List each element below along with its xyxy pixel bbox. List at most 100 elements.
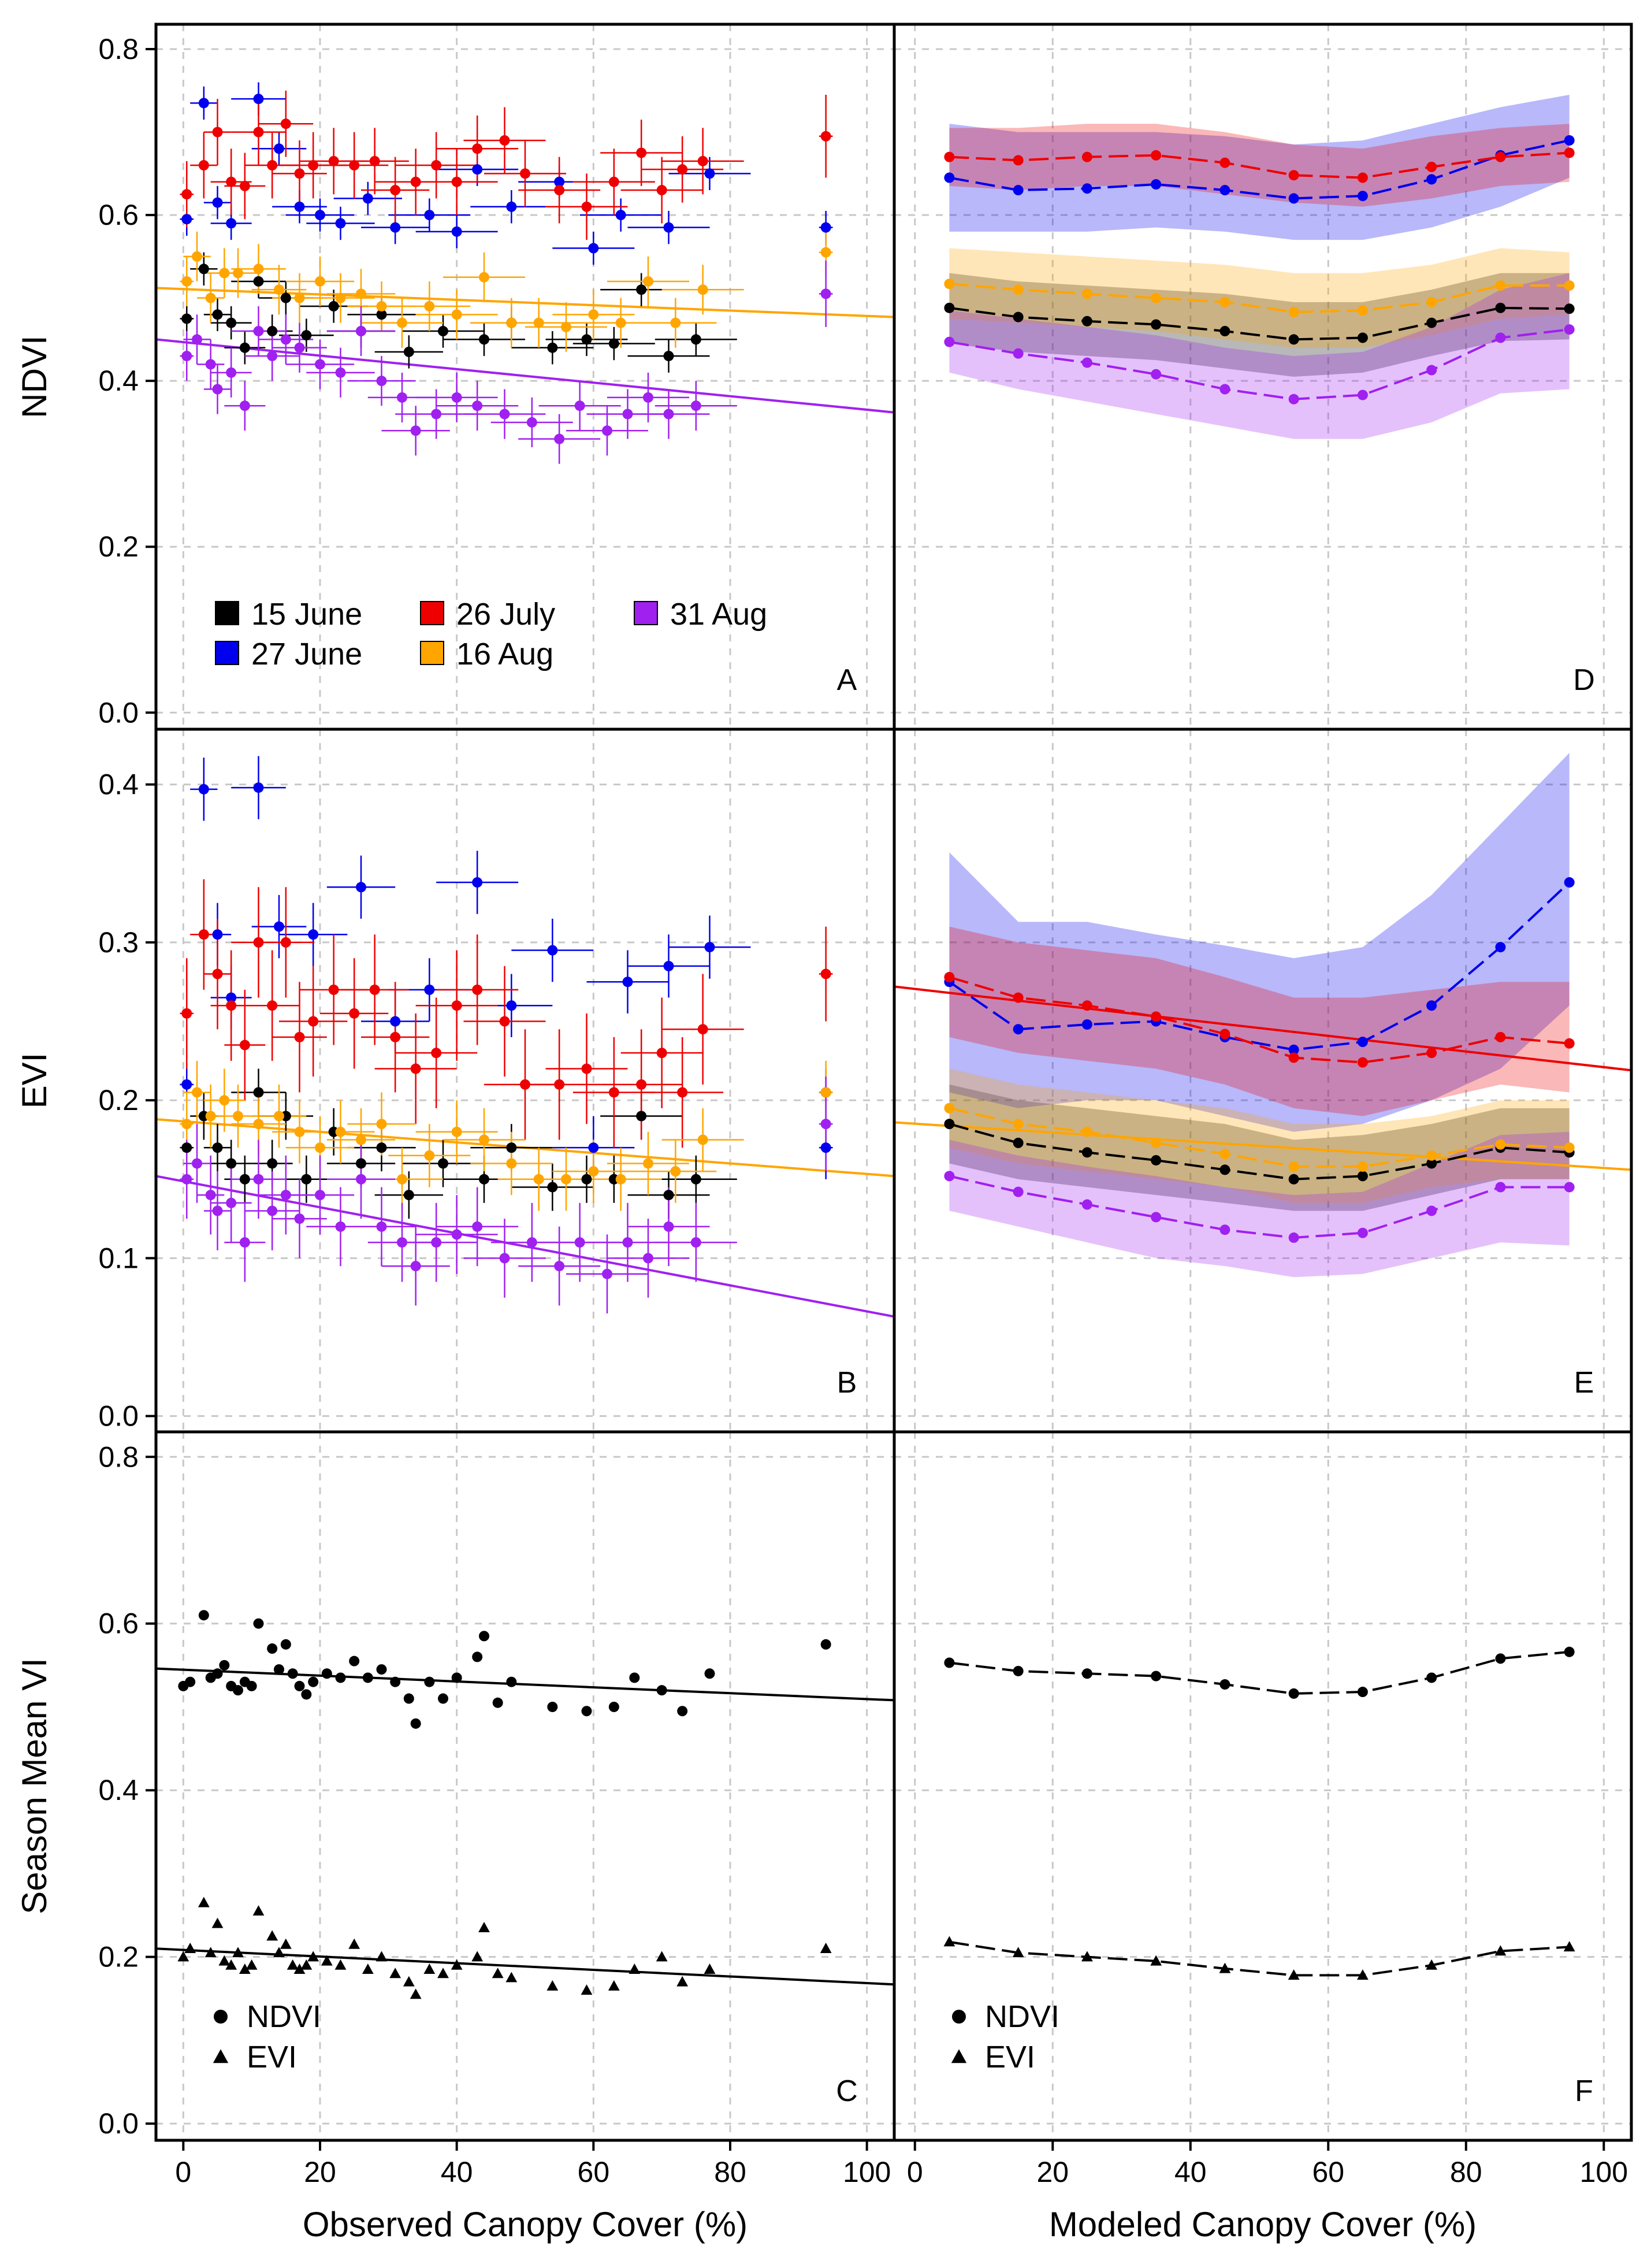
panel-label-A: A [837, 663, 857, 697]
data-point-31-aug [1081, 1199, 1092, 1210]
data-point-15-june [581, 334, 592, 345]
data-point-27-june [451, 226, 462, 237]
data-point-15-june [253, 1087, 264, 1098]
data-point-31-aug [1219, 1224, 1230, 1235]
data-point-27-june [1357, 191, 1368, 202]
data-point-31-aug [1219, 384, 1230, 395]
panel-frame-F [893, 1430, 1633, 2142]
data-point-26-july [820, 968, 831, 979]
data-point-15-june [944, 302, 955, 313]
data-point-ndvi [479, 1631, 489, 1642]
data-point-16-aug [397, 1174, 407, 1185]
data-point-31-aug [574, 1237, 585, 1248]
data-point-26-july [410, 1063, 421, 1074]
legend-swatch-27-june [215, 641, 239, 665]
data-point-16-aug [506, 317, 517, 328]
data-point-31-aug [410, 425, 421, 436]
series-line-15-june [949, 306, 1570, 341]
data-point-31-aug [397, 1237, 407, 1248]
data-point-31-aug [1495, 332, 1506, 343]
x-tick-label: 20 [1036, 2156, 1069, 2188]
data-point-26-july [944, 972, 955, 983]
y-axis-title-C: Season Mean VI [15, 1658, 54, 1914]
data-point-27-june [663, 960, 674, 971]
data-point-ndvi [472, 1651, 483, 1662]
data-point-31-aug [294, 342, 305, 353]
data-point-ndvi [198, 1610, 209, 1621]
y-tick-label: 0.4 [98, 769, 139, 801]
data-point-31-aug [472, 1221, 483, 1232]
data-point-evi [505, 1972, 518, 1983]
data-point-27-june [335, 218, 346, 229]
data-point-15-june [1081, 1147, 1092, 1158]
data-point-ndvi [253, 1618, 264, 1629]
legend-marker-ndvi [214, 2010, 228, 2024]
data-point-27-june [820, 222, 831, 233]
legend-label-evi: EVI [985, 2040, 1035, 2074]
data-point-ndvi [677, 1706, 688, 1717]
data-point-16-aug [424, 1150, 435, 1161]
data-point-16-aug [181, 276, 192, 287]
data-point-evi [1012, 1947, 1024, 1958]
data-point-26-july [198, 929, 209, 940]
data-point-15-june [267, 326, 278, 337]
data-point-27-june [226, 218, 237, 229]
data-point-26-july [554, 1079, 565, 1090]
data-point-ndvi [1495, 1653, 1506, 1664]
data-point-16-aug [670, 1166, 681, 1177]
band-27-june [949, 752, 1570, 1132]
data-point-evi [239, 1963, 251, 1974]
data-point-26-july [451, 176, 462, 187]
data-point-evi [362, 1963, 374, 1974]
y-tick-label: 0.3 [98, 926, 139, 959]
data-point-ndvi [451, 1672, 462, 1683]
data-point-26-july [390, 185, 401, 196]
data-point-26-july [1564, 1038, 1575, 1049]
data-point-26-july [431, 1048, 442, 1059]
band-16-aug [949, 248, 1570, 348]
legend-swatch-31-aug [634, 601, 658, 625]
panel-label-E: E [1574, 1366, 1594, 1400]
data-point-layer [177, 94, 1575, 1999]
data-point-31-aug [663, 1221, 674, 1232]
data-point-16-aug [356, 1134, 366, 1145]
data-point-15-june [1151, 1155, 1162, 1165]
data-point-16-aug [1495, 1139, 1506, 1150]
data-point-31-aug [602, 1268, 612, 1279]
data-point-31-aug [376, 376, 387, 387]
data-point-ndvi [1357, 1687, 1368, 1698]
data-point-ndvi [274, 1664, 284, 1675]
data-point-ndvi [294, 1680, 305, 1691]
data-point-16-aug [820, 247, 831, 258]
panel-frame-C [154, 1430, 896, 2142]
data-point-27-june [1564, 135, 1575, 146]
data-point-15-june [636, 284, 647, 295]
data-point-26-july [636, 1079, 647, 1090]
data-point-ndvi [185, 1676, 196, 1687]
data-point-27-june [274, 143, 284, 154]
data-point-31-aug [356, 1174, 366, 1185]
data-point-ndvi [246, 1680, 257, 1691]
data-point-15-june [239, 1174, 250, 1185]
data-point-16-aug [1013, 1119, 1024, 1130]
data-point-26-july [410, 176, 421, 187]
data-point-15-june [690, 334, 701, 345]
data-point-26-july [253, 937, 264, 948]
data-point-16-aug [294, 1126, 305, 1137]
data-point-evi [273, 1947, 285, 1958]
data-point-evi [656, 1951, 668, 1962]
data-point-26-july [1564, 147, 1575, 158]
data-point-31-aug [239, 400, 250, 411]
x-tick-label: 100 [843, 2156, 891, 2188]
data-point-16-aug [1219, 296, 1230, 307]
data-point-31-aug [526, 1237, 537, 1248]
legend-label-evi: EVI [247, 2040, 297, 2074]
data-point-31-aug [944, 336, 955, 347]
data-point-16-aug [944, 279, 955, 289]
y-tick-label: 0.2 [98, 530, 139, 563]
data-point-27-june [506, 1000, 517, 1011]
data-point-16-aug [533, 317, 544, 328]
trend-line-ndvi [156, 1667, 894, 1702]
band-26-july [949, 124, 1570, 207]
data-point-27-june [294, 201, 305, 212]
